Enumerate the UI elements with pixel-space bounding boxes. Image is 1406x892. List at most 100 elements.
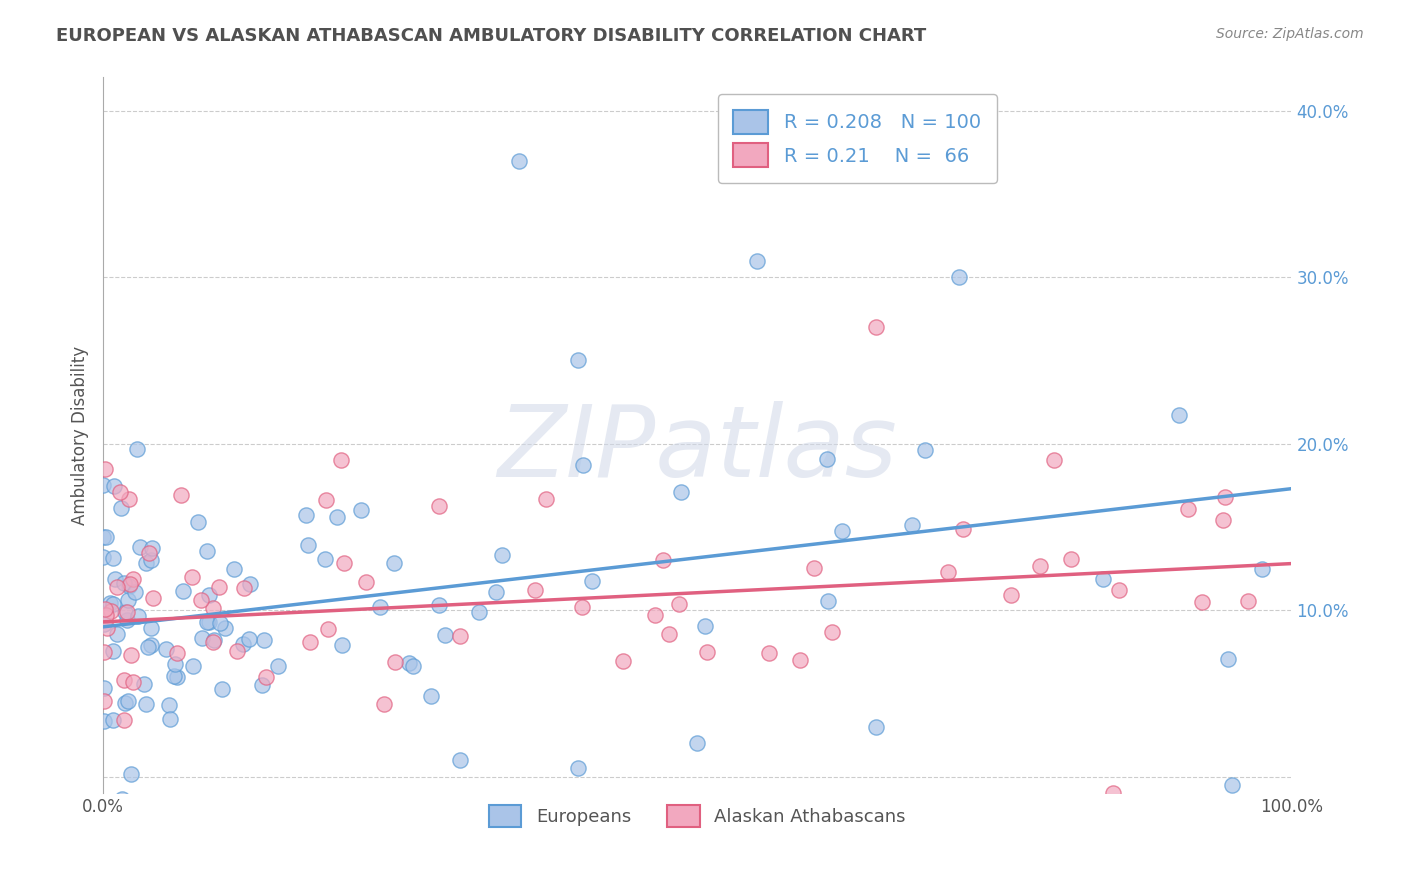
Point [163,669,186,683]
Point [1091,572,1114,586]
Point [534,491,557,506]
Point [1251,562,1274,576]
Point [191,632,214,646]
Point [103,479,125,493]
Point [141,638,163,652]
Point [936,565,959,579]
Point [122,674,145,689]
Point [865,720,887,734]
Point [299,635,322,649]
Point [315,493,337,508]
Point [330,638,353,652]
Point [1216,652,1239,666]
Point [333,557,356,571]
Text: ZIPatlas: ZIPatlas [498,401,897,499]
Point [187,515,209,529]
Point [325,510,347,524]
Point [201,601,224,615]
Point [449,629,471,643]
Point [382,556,405,570]
Point [118,579,141,593]
Point [136,640,159,655]
Point [427,599,450,613]
Point [238,632,260,646]
Point [398,657,420,671]
Point [644,608,666,623]
Point [253,633,276,648]
Point [668,598,690,612]
Point [1102,786,1125,800]
Point [1060,551,1083,566]
Point [91,550,114,565]
Point [402,659,425,673]
Point [103,644,125,658]
Point [232,636,254,650]
Point [669,485,692,500]
Point [250,678,273,692]
Point [211,681,233,696]
Point [108,484,131,499]
Point [693,619,716,633]
Point [135,556,157,570]
Point [190,593,212,607]
Point [157,698,180,713]
Point [652,553,675,567]
Point [1220,778,1243,792]
Point [1042,453,1064,467]
Point [202,632,225,647]
Point [101,713,124,727]
Point [821,624,844,639]
Point [508,153,530,168]
Point [571,599,593,614]
Point [94,461,117,475]
Point [948,270,970,285]
Point [197,588,219,602]
Point [384,655,406,669]
Point [93,694,115,708]
Point [94,602,117,616]
Point [491,548,513,562]
Point [1168,408,1191,422]
Point [201,635,224,649]
Point [433,628,456,642]
Point [170,488,193,502]
Point [117,491,139,506]
Point [329,453,352,467]
Point [112,673,135,687]
Point [1029,559,1052,574]
Point [1212,513,1234,527]
Point [112,714,135,728]
Point [110,501,132,516]
Point [233,581,256,595]
Point [952,522,974,536]
Point [1177,502,1199,516]
Point [98,596,121,610]
Point [485,584,508,599]
Point [468,605,491,619]
Point [117,593,139,607]
Point [314,551,336,566]
Point [1108,583,1130,598]
Point [195,615,218,630]
Point [93,530,115,544]
Point [1000,588,1022,602]
Point [419,689,441,703]
Point [115,613,138,627]
Text: EUROPEAN VS ALASKAN ATHABASCAN AMBULATORY DISABILITY CORRELATION CHART: EUROPEAN VS ALASKAN ATHABASCAN AMBULATOR… [56,27,927,45]
Point [141,553,163,567]
Point [815,451,838,466]
Point [135,697,157,711]
Point [101,597,124,611]
Point [138,546,160,560]
Point [900,518,922,533]
Point [831,524,853,538]
Point [524,583,547,598]
Point [129,540,152,554]
Point [142,591,165,606]
Point [427,499,450,513]
Point [180,570,202,584]
Point [163,657,186,672]
Point [105,581,128,595]
Point [696,645,718,659]
Point [209,615,232,630]
